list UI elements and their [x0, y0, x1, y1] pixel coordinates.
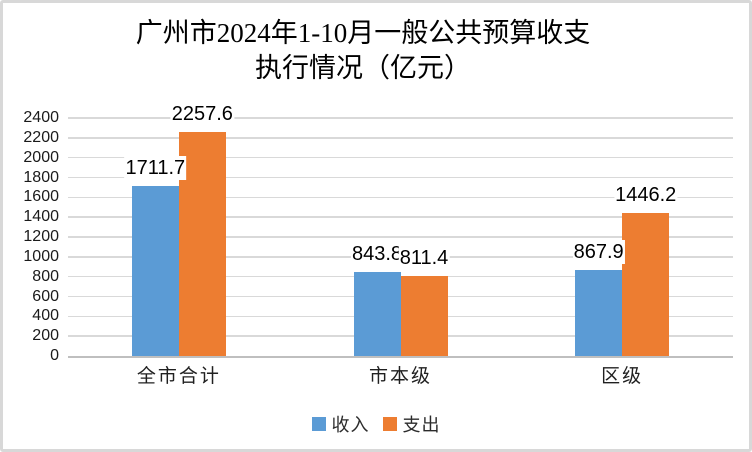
x-axis-line	[68, 356, 733, 358]
income-legend-label: 收入	[331, 415, 370, 435]
chart-title-line-1: 广州市2024年1-10月一般公共预算收支	[135, 18, 591, 48]
legend-item-income: 收入	[311, 412, 370, 436]
y-axis-tick-label: 2200	[23, 128, 59, 146]
y-axis-tick-label: 1000	[23, 247, 59, 265]
gridline	[68, 216, 733, 218]
legend: 收入 支出	[3, 412, 749, 436]
y-axis-tick-label: 2400	[23, 109, 59, 126]
gridline	[68, 117, 733, 119]
income-bar	[131, 186, 179, 356]
y-axis-tick-label: 2000	[23, 148, 59, 166]
y-axis-tick-label: 0	[50, 347, 59, 364]
legend-item-expenditure: 支出	[382, 412, 441, 436]
x-axis-category-label: 全市合计	[136, 366, 221, 387]
expenditure-bar-data-label: 2257.6	[170, 102, 234, 127]
x-axis-category-label: 区级	[601, 366, 644, 387]
y-axis-tick-label: 200	[32, 327, 59, 345]
income-bar-data-label: 1711.7	[124, 156, 187, 181]
expenditure-legend-label: 支出	[402, 415, 441, 435]
expenditure-bar	[622, 212, 670, 356]
income-bar-data-label: 867.9	[572, 239, 625, 264]
expenditure-bar	[178, 132, 226, 356]
expenditure-bar-data-label: 1446.2	[614, 182, 678, 207]
y-axis-tick-label: 1200	[23, 228, 59, 245]
income-bar-data-label: 843.8	[350, 242, 404, 267]
y-axis-tick-label: 1400	[23, 208, 59, 226]
gridline	[68, 176, 733, 179]
income-bar	[575, 269, 623, 356]
income-legend-swatch-icon	[311, 417, 326, 431]
chart-title: 广州市2024年1-10月一般公共预算收支 执行情况（亿元）	[3, 16, 723, 86]
expenditure-bar-data-label: 811.4	[398, 245, 450, 270]
y-axis-tick-label: 1800	[23, 168, 59, 186]
gridline	[68, 137, 733, 139]
expenditure-legend-swatch-icon	[382, 417, 397, 431]
y-axis-tick-label: 1600	[23, 188, 59, 206]
gridline	[68, 156, 733, 159]
income-bar	[353, 272, 401, 356]
y-axis-tick-label: 600	[32, 287, 59, 305]
gridline	[68, 196, 733, 199]
y-axis-tick-label: 800	[32, 267, 59, 285]
gridline	[68, 236, 733, 238]
x-axis-category-label: 市本级	[368, 366, 432, 387]
expenditure-bar	[400, 275, 448, 356]
y-axis-tick-label: 400	[32, 307, 59, 325]
chart-title-line-2: 执行情况（亿元）	[255, 53, 471, 83]
